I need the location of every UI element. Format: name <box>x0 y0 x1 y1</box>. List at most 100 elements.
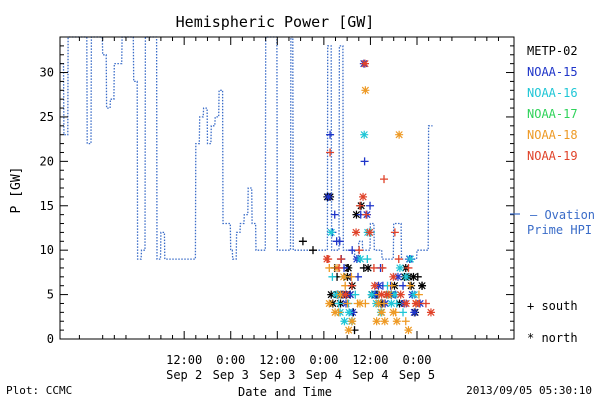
point-north-5-3 <box>359 192 368 201</box>
point-north-5-5 <box>365 228 374 237</box>
x-tick-date: Sep 4 <box>352 368 388 382</box>
point-south-1-12 <box>366 201 375 210</box>
x-tick-time: 12:00 <box>352 353 388 367</box>
point-south-5-13 <box>404 263 413 272</box>
point-north-4-16 <box>395 130 404 139</box>
point-south-2-0 <box>328 272 337 281</box>
legend-noaa-18: NOAA-18 <box>527 128 578 142</box>
point-north-2-4 <box>345 308 354 317</box>
point-south-1-2 <box>330 210 339 219</box>
point-north-4-11 <box>377 308 386 317</box>
y-tick-label: 25 <box>40 110 54 124</box>
legend-noaa-17: NOAA-17 <box>527 107 578 121</box>
point-south-4-3 <box>343 299 352 308</box>
point-north-5-4 <box>360 59 369 68</box>
point-north-1-0 <box>324 192 333 201</box>
point-south-5-5 <box>355 246 364 255</box>
point-north-0-2 <box>327 290 336 299</box>
point-south-1-8 <box>348 246 357 255</box>
x-tick-date: Sep 4 <box>306 368 342 382</box>
x-tick-time: 12:00 <box>166 353 202 367</box>
point-north-5-13 <box>426 308 435 317</box>
x-tick-time: 0:00 <box>309 353 338 367</box>
point-south-1-0 <box>326 130 335 139</box>
point-north-4-14 <box>389 308 398 317</box>
point-south-2-1 <box>334 299 343 308</box>
point-south-0-1 <box>308 246 317 255</box>
point-north-4-10 <box>374 299 383 308</box>
x-tick-time: 0:00 <box>216 353 245 367</box>
x-tick-date: Sep 3 <box>213 368 249 382</box>
point-south-5-6 <box>355 201 364 210</box>
legend-noaa-16: NOAA-16 <box>527 86 578 100</box>
y-tick-label: 30 <box>40 66 54 80</box>
point-north-2-13 <box>387 299 396 308</box>
point-north-5-10 <box>396 290 405 299</box>
point-south-5-11 <box>390 228 399 237</box>
legend: METP-02 NOAA-15 NOAA-16 NOAA-17 NOAA-18 NOAA-… <box>510 44 595 345</box>
point-north-2-7 <box>360 130 369 139</box>
point-north-4-5 <box>344 326 353 335</box>
point-north-4-7 <box>355 299 364 308</box>
point-north-4-6 <box>348 317 357 326</box>
point-north-4-3 <box>336 290 345 299</box>
point-south-5-8 <box>369 263 378 272</box>
point-north-5-9 <box>389 272 398 281</box>
point-north-4-4 <box>339 272 348 281</box>
point-south-1-18 <box>399 281 408 290</box>
point-south-2-5 <box>363 255 372 264</box>
point-north-4-8 <box>361 86 370 95</box>
point-north-1-4 <box>346 290 355 299</box>
plot-credit: Plot: CCMC <box>6 384 73 397</box>
y-tick-label: 10 <box>40 243 54 257</box>
point-north-0-12 <box>352 210 361 219</box>
point-north-2-18 <box>410 290 419 299</box>
legend-north: * north <box>527 331 578 345</box>
ovation-line <box>60 36 433 260</box>
point-south-0-0 <box>298 237 307 246</box>
point-south-5-9 <box>378 263 387 272</box>
point-north-4-17 <box>404 326 413 335</box>
point-north-0-27 <box>418 281 427 290</box>
point-north-5-0 <box>322 255 331 264</box>
point-north-2-0 <box>327 228 336 237</box>
point-south-5-12 <box>394 255 403 264</box>
point-south-4-4 <box>347 272 356 281</box>
point-south-2-10 <box>399 308 408 317</box>
point-north-2-3 <box>340 317 349 326</box>
point-north-5-8 <box>382 290 391 299</box>
satellite-points <box>298 59 435 335</box>
y-axis-label: P [GW] <box>9 167 24 214</box>
point-north-5-11 <box>402 299 411 308</box>
x-axis-label: Date and Time <box>238 385 332 399</box>
y-tick-label: 20 <box>40 154 54 168</box>
point-south-5-15 <box>421 299 430 308</box>
point-north-5-7 <box>377 290 386 299</box>
y-tick-label: 15 <box>40 199 54 213</box>
x-tick-date: Sep 3 <box>259 368 295 382</box>
y-tick-label: 0 <box>47 332 54 346</box>
x-tick-date: Sep 5 <box>399 368 435 382</box>
point-north-1-17 <box>410 308 419 317</box>
legend-south: + south <box>527 299 578 313</box>
point-north-4-15 <box>392 317 401 326</box>
point-north-4-12 <box>380 317 389 326</box>
legend-ovation-line-2: Prime HPI <box>527 223 592 237</box>
point-south-5-1 <box>326 148 335 157</box>
ovation-series <box>60 36 433 260</box>
point-north-2-14 <box>390 290 399 299</box>
point-south-5-2 <box>334 263 343 272</box>
point-north-5-2 <box>352 228 361 237</box>
point-north-4-1 <box>331 308 340 317</box>
point-north-1-13 <box>393 272 402 281</box>
point-south-4-13 <box>414 290 423 299</box>
point-north-2-1 <box>332 290 341 299</box>
point-south-2-4 <box>351 290 360 299</box>
legend-metp-02: METP-02 <box>527 44 578 58</box>
point-north-5-12 <box>411 299 420 308</box>
chart-title: Hemispheric Power [GW] <box>176 13 375 31</box>
point-north-2-17 <box>406 255 415 264</box>
x-tick-time: 12:00 <box>259 353 295 367</box>
